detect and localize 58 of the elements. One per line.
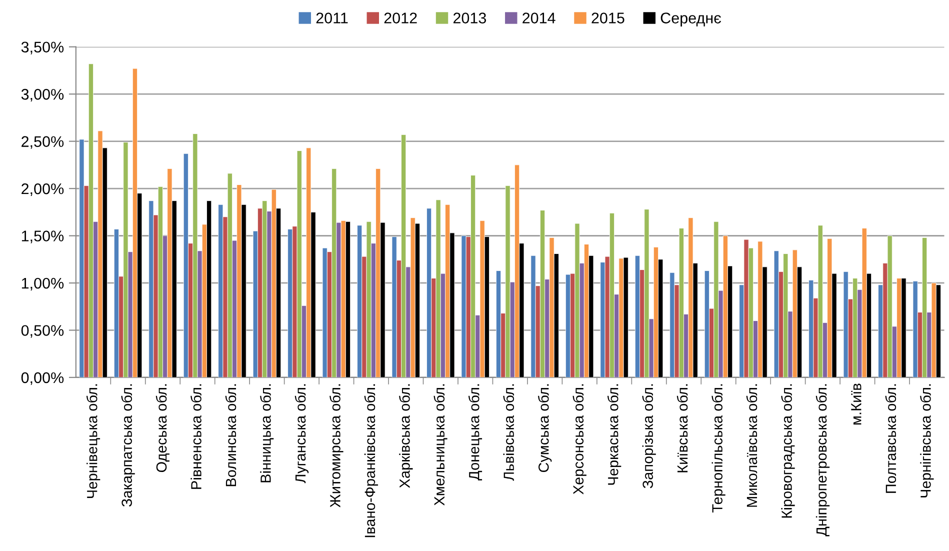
x-tick-label: Дніпропетровська обл. (816, 384, 830, 536)
y-tick-label: 0,50% (21, 325, 64, 338)
y-tick-label: 2,00% (22, 183, 64, 196)
bar (218, 204, 224, 378)
x-tick-label: м.Київ (851, 384, 862, 424)
y-tick-label: 1,00% (22, 278, 64, 290)
x-tick-label: Запорізька обл. (642, 384, 656, 488)
bar (704, 270, 710, 378)
x-tick-label: Кіровоградська обл. (781, 384, 795, 518)
bar (392, 236, 397, 378)
legend-label: 2011 (316, 12, 348, 24)
bar (357, 225, 362, 378)
x-tick-label: Херсонська обл. (572, 384, 586, 494)
x-tick-label: Харківська обл. (399, 384, 413, 488)
bar (322, 248, 328, 378)
bar (634, 255, 640, 378)
x-tick-label: Сумська обл. (538, 384, 552, 472)
bar (148, 200, 154, 378)
bar (183, 153, 188, 378)
legend-label: 2013 (453, 12, 486, 24)
y-tick-label: 3,00% (21, 88, 64, 102)
x-tick-label: Чернігівська обл. (920, 384, 934, 498)
y-tick-label: 2,50% (22, 136, 64, 149)
x-tick-label: Житомирська обл. (330, 384, 344, 508)
bar (79, 139, 84, 378)
bar (496, 270, 502, 378)
x-tick-label: Вінницька обл. (260, 384, 274, 482)
bar (461, 236, 466, 378)
legend-label: 2015 (592, 12, 624, 24)
y-tick-label: 0,00% (21, 372, 64, 385)
x-tick-label: Миколаївська обл. (746, 384, 758, 507)
x-tick-label: Київська обл. (676, 384, 688, 472)
x-tick-label: Донецька обл. (468, 384, 482, 480)
x-tick-label: Луганська обл. (294, 384, 309, 484)
bar (114, 228, 119, 378)
bar (774, 250, 779, 378)
x-tick-label: Полтавська обл. (885, 384, 896, 493)
legend-label: Середнє (660, 12, 721, 26)
x-tick-label: Волинська обл. (225, 384, 236, 486)
y-tick-label: 1,50% (22, 230, 64, 244)
x-tick-label: Рівненська обл. (190, 384, 202, 489)
bar (670, 272, 675, 378)
x-tick-label: Закарпатська обл. (121, 384, 135, 507)
bar (843, 271, 848, 378)
x-tick-label: Івано-Франківська обл. (364, 384, 378, 538)
bar (912, 280, 918, 378)
legend-label: 2012 (384, 12, 417, 24)
x-tick-label: Одеська обл. (156, 384, 170, 472)
bar (426, 208, 432, 378)
legend-label: 2014 (522, 12, 556, 24)
bar (530, 255, 536, 378)
x-tick-label: Чернівецька обл. (86, 384, 100, 498)
x-tick-label: Львівська обл. (503, 384, 514, 481)
x-tick-label: Тернопільська обл. (712, 384, 726, 512)
y-tick-label: 3,50% (21, 42, 64, 54)
x-tick-label: Хмельницька обл. (434, 384, 448, 506)
x-tick-label: Черкаська обл. (607, 384, 622, 485)
bar (808, 280, 814, 378)
